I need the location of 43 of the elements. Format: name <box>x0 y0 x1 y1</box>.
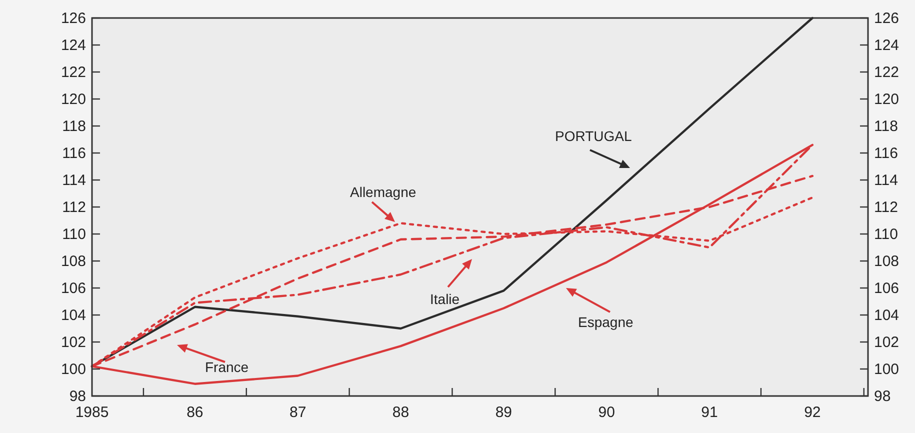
y-tick-label: 122 <box>60 64 86 81</box>
y-tick-label: 124 <box>60 37 86 54</box>
y2-tick-label: 120 <box>874 91 900 108</box>
y2-tick-label: 112 <box>874 199 898 216</box>
y-tick-label: 98 <box>69 388 86 405</box>
y-tick-label: 114 <box>62 172 86 189</box>
y-tick-label: 126 <box>60 10 86 27</box>
x-tick-label: 92 <box>804 404 821 421</box>
y2-tick-label: 124 <box>874 37 900 54</box>
x-tick-label: 89 <box>495 404 512 421</box>
y2-tick-label: 110 <box>874 226 898 243</box>
x-tick-label: 90 <box>598 404 615 421</box>
y2-tick-label: 114 <box>874 172 898 189</box>
series-label: PORTUGAL <box>555 128 632 144</box>
x-tick-label: 88 <box>392 404 410 421</box>
y-tick-label: 104 <box>60 307 86 324</box>
y2-tick-label: 126 <box>874 10 900 27</box>
y-tick-label: 116 <box>62 145 86 162</box>
y-tick-label: 102 <box>60 334 86 351</box>
legend-label: Espagne <box>578 314 634 330</box>
y-tick-label: 106 <box>60 280 86 297</box>
x-tick-label: 91 <box>701 404 718 421</box>
y-tick-label: 112 <box>62 199 86 216</box>
y2-tick-label: 100 <box>874 361 900 378</box>
legend-label: Italie <box>430 291 460 307</box>
x-tick-label: 86 <box>186 404 204 421</box>
y-tick-label: 118 <box>62 118 86 135</box>
y-tick-label: 110 <box>62 226 86 243</box>
y2-tick-label: 118 <box>874 118 898 135</box>
y-tick-label: 120 <box>60 91 86 108</box>
x-tick-label: 1985 <box>75 404 109 421</box>
x-tick-label: 87 <box>289 404 306 421</box>
y2-tick-label: 104 <box>874 307 900 324</box>
y-tick-label: 100 <box>60 361 86 378</box>
y2-tick-label: 106 <box>874 280 900 297</box>
y2-tick-label: 108 <box>874 253 900 270</box>
y2-tick-label: 116 <box>874 145 898 162</box>
legend-label: France <box>205 359 249 375</box>
y2-tick-label: 122 <box>874 64 900 81</box>
y2-tick-label: 98 <box>874 388 891 405</box>
series-label: Allemagne <box>350 184 416 200</box>
y-tick-label: 108 <box>60 253 86 270</box>
y2-tick-label: 102 <box>874 334 900 351</box>
